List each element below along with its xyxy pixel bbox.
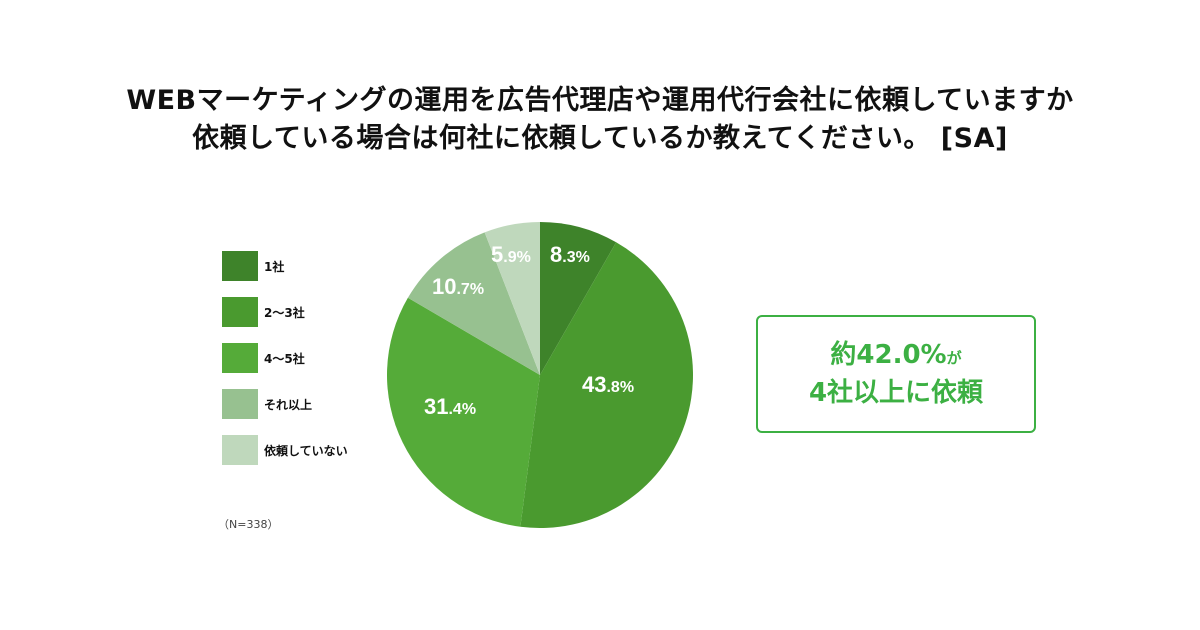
legend-swatch [222,251,258,281]
legend-item-2-3: 2〜3社 [222,294,348,330]
callout-box: 約42.0%が 4社以上に依頼 [756,315,1036,433]
chart-title: WEBマーケティングの運用を広告代理店や運用代行会社に依頼していますか 依頼して… [0,82,1200,158]
pie-slice [520,242,693,528]
legend: 1社 2〜3社 4〜5社 それ以上 依頼していない [222,248,348,478]
callout-line2: 4社以上に依頼 [808,377,984,408]
legend-item-none: 依頼していない [222,432,348,468]
slice-label: 10.7% [432,274,485,299]
legend-item-4-5: 4〜5社 [222,340,348,376]
pie-slice [407,232,540,375]
chart-title-line1: WEBマーケティングの運用を広告代理店や運用代行会社に依頼していますか [126,85,1074,116]
slice-label: 43.8% [582,372,635,397]
legend-swatch [222,297,258,327]
callout-percent: 約42.0% [830,339,947,370]
legend-label: 4〜5社 [264,351,305,366]
legend-label: 2〜3社 [264,305,305,320]
pie-chart: 8.3% 43.8% 31.4% 10.7% 5.9% [387,222,693,528]
callout-line1: 約42.0%が [830,338,961,375]
legend-label: 依頼していない [264,443,348,458]
legend-swatch [222,389,258,419]
legend-label: それ以上 [264,397,313,412]
pie-graphic [387,222,693,528]
chart-title-line2: 依頼している場合は何社に依頼しているか教えてください。 [SA] [192,123,1008,154]
sample-size-note: （N=338） [218,518,279,531]
legend-label: 1社 [264,259,285,274]
pie-slice [484,222,540,375]
legend-item-more: それ以上 [222,386,348,422]
pie-slice [387,297,540,527]
legend-swatch [222,343,258,373]
slice-label: 31.4% [424,394,477,419]
callout-particle: が [946,348,962,367]
pie-slice [540,222,617,375]
legend-item-1: 1社 [222,248,348,284]
legend-swatch [222,435,258,465]
slice-label: 8.3% [550,242,590,267]
slice-label: 5.9% [491,242,531,267]
